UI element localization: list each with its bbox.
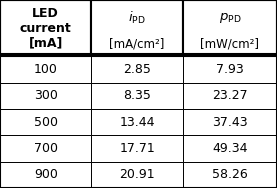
Text: 500: 500 — [34, 116, 58, 129]
Bar — [0, 83, 91, 109]
Text: 20.91: 20.91 — [119, 168, 155, 181]
Bar — [0, 56, 91, 83]
Text: $\mathit{i}_{\mathrm{PD}}$: $\mathit{i}_{\mathrm{PD}}$ — [128, 10, 146, 26]
Text: 700: 700 — [34, 142, 58, 155]
Text: 2.85: 2.85 — [123, 63, 151, 76]
Bar — [0, 135, 91, 162]
Text: 17.71: 17.71 — [119, 142, 155, 155]
Text: 23.27: 23.27 — [212, 89, 248, 102]
Bar — [183, 0, 277, 56]
Text: 900: 900 — [34, 168, 58, 181]
Bar — [91, 109, 183, 135]
Text: 13.44: 13.44 — [119, 116, 155, 129]
Bar — [91, 83, 183, 109]
Bar — [183, 135, 277, 162]
Bar — [91, 0, 183, 56]
Bar — [91, 162, 183, 188]
Text: 100: 100 — [34, 63, 58, 76]
Text: LED
current
[mA]: LED current [mA] — [20, 7, 71, 50]
Text: 37.43: 37.43 — [212, 116, 248, 129]
Bar — [0, 162, 91, 188]
Bar — [183, 83, 277, 109]
Text: 7.93: 7.93 — [216, 63, 244, 76]
Bar — [91, 135, 183, 162]
Bar — [183, 109, 277, 135]
Text: 49.34: 49.34 — [212, 142, 248, 155]
Text: 300: 300 — [34, 89, 58, 102]
Bar — [91, 56, 183, 83]
Bar — [183, 162, 277, 188]
Text: [mW/cm²]: [mW/cm²] — [201, 38, 259, 51]
Text: 58.26: 58.26 — [212, 168, 248, 181]
Text: $\mathit{p}_{\mathrm{PD}}$: $\mathit{p}_{\mathrm{PD}}$ — [219, 11, 241, 25]
Text: 8.35: 8.35 — [123, 89, 151, 102]
Bar — [0, 0, 91, 56]
Bar — [0, 109, 91, 135]
Text: [mA/cm²]: [mA/cm²] — [109, 38, 165, 51]
Bar — [183, 56, 277, 83]
